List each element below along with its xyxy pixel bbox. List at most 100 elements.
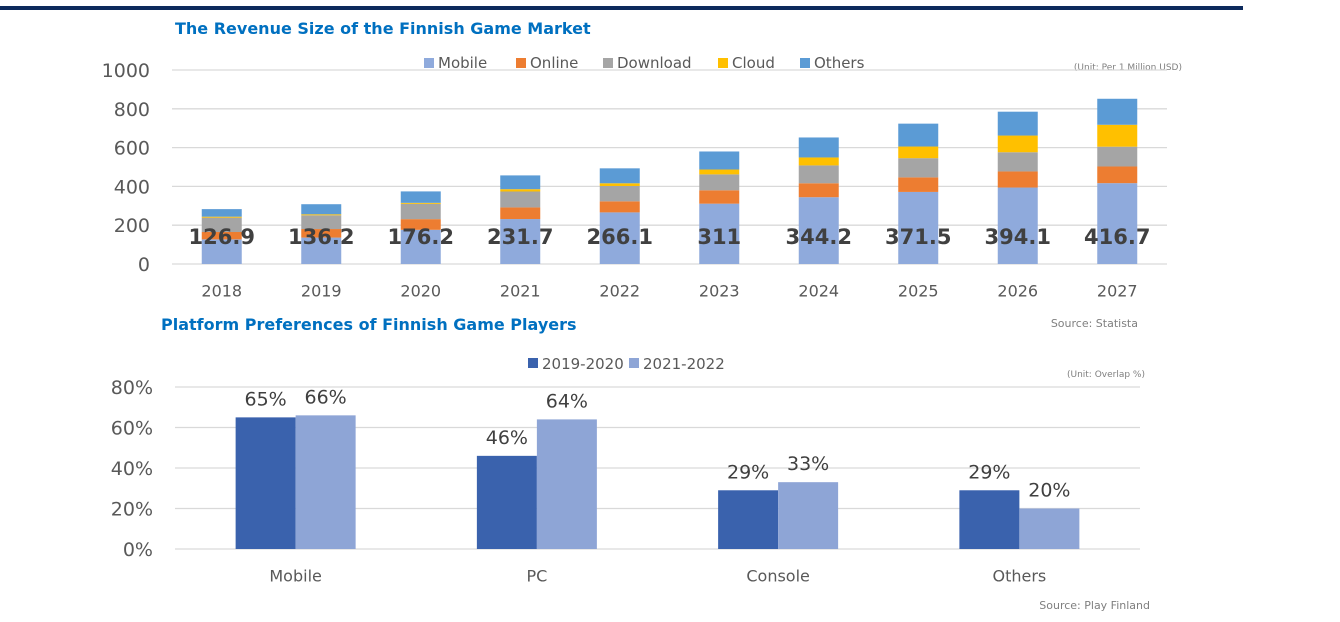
bar-segment-others bbox=[301, 204, 342, 215]
bar-segment-download bbox=[500, 191, 541, 208]
bar-segment-mobile bbox=[500, 219, 541, 264]
legend-swatch-others bbox=[800, 58, 810, 68]
x-tick-label: 2020 bbox=[400, 282, 441, 301]
y-tick-label: 400 bbox=[114, 176, 150, 198]
x-tick-label: 2027 bbox=[1097, 282, 1138, 301]
x-tick-label: PC bbox=[526, 567, 547, 586]
bar-2021-2022 bbox=[778, 482, 839, 549]
data-label: 33% bbox=[787, 453, 829, 475]
y-tick-label: 1000 bbox=[102, 60, 150, 82]
legend-label: Download bbox=[617, 54, 692, 72]
bar-segment-others bbox=[599, 168, 640, 184]
legend-label: 2019-2020 bbox=[542, 355, 624, 373]
legend-swatch-mobile bbox=[424, 58, 434, 68]
bar-segment-online bbox=[1097, 166, 1138, 184]
bar-segment-online bbox=[599, 201, 640, 213]
bar-segment-download bbox=[798, 165, 839, 184]
bar-segment-online bbox=[898, 177, 939, 192]
bar-segment-others bbox=[400, 191, 441, 203]
platform-source: Source: Play Finland bbox=[1039, 599, 1150, 612]
data-label: 29% bbox=[968, 461, 1010, 483]
revenue-unit-note: (Unit: Per 1 Million USD) bbox=[1074, 63, 1182, 73]
y-tick-label: 80% bbox=[111, 377, 153, 399]
bar-2021-2022 bbox=[1019, 508, 1080, 549]
bar-segment-cloud bbox=[1097, 124, 1138, 147]
bar-segment-others bbox=[997, 111, 1038, 136]
bar-segment-others bbox=[898, 123, 939, 147]
bar-segment-mobile bbox=[898, 191, 939, 264]
legend-label: Mobile bbox=[438, 54, 487, 72]
bar-segment-download bbox=[400, 203, 441, 220]
bar-2019-2020 bbox=[235, 417, 296, 549]
bar-segment-download bbox=[599, 185, 640, 202]
legend-label: Cloud bbox=[732, 54, 775, 72]
legend-swatch-online bbox=[516, 58, 526, 68]
data-label: 416.7 bbox=[1084, 225, 1150, 249]
bar-segment-online bbox=[301, 229, 342, 238]
bar-2021-2022 bbox=[536, 419, 597, 549]
bar-segment-mobile bbox=[599, 212, 640, 264]
platform-grouped-bar-chart: 0% 20% 40% 60% 80% 65% 66% Mobile 46% 64% PC 29% 33%… bbox=[111, 355, 1140, 586]
data-label: 64% bbox=[546, 390, 588, 412]
x-tick-label: 2019 bbox=[301, 282, 342, 301]
legend-swatch bbox=[629, 358, 639, 368]
bar-segment-others bbox=[699, 151, 740, 170]
x-tick-label: 2024 bbox=[798, 282, 839, 301]
bar-segment-cloud bbox=[997, 135, 1038, 153]
data-label: 394.1 bbox=[985, 225, 1051, 249]
data-label: 344.2 bbox=[786, 225, 852, 249]
bar-segment-mobile bbox=[301, 237, 342, 264]
data-label: 29% bbox=[727, 461, 769, 483]
bar-segment-cloud bbox=[798, 157, 839, 166]
bar-segment-cloud bbox=[898, 146, 939, 159]
data-label: 20% bbox=[1028, 480, 1070, 502]
bar-segment-cloud bbox=[400, 202, 441, 204]
bar-2019-2020 bbox=[476, 455, 537, 549]
platform-unit-note: (Unit: Overlap %) bbox=[1067, 370, 1145, 380]
y-tick-label: 60% bbox=[111, 418, 153, 440]
data-label: 66% bbox=[305, 386, 347, 408]
bar-segment-others bbox=[1097, 98, 1138, 125]
x-tick-label: 2021 bbox=[500, 282, 541, 301]
x-tick-label: 2026 bbox=[997, 282, 1038, 301]
revenue-stacked-bar-chart: 0 200 400 600 800 1000 2018 126.9 2019 136.2 2020 1… bbox=[102, 54, 1167, 301]
x-tick-label: 2022 bbox=[599, 282, 640, 301]
revenue-source: Source: Statista bbox=[1051, 317, 1138, 330]
data-label: 136.2 bbox=[288, 225, 354, 249]
bar-segment-online bbox=[201, 232, 242, 240]
legend-label: 2021-2022 bbox=[643, 355, 725, 373]
bar-segment-others bbox=[798, 137, 839, 158]
bar-segment-mobile bbox=[997, 187, 1038, 264]
x-tick-label: Mobile bbox=[269, 567, 321, 586]
bar-segment-download bbox=[1097, 146, 1138, 167]
bar-segment-cloud bbox=[500, 189, 541, 192]
data-label: 46% bbox=[486, 427, 528, 449]
legend-swatch bbox=[528, 358, 538, 368]
y-tick-label: 600 bbox=[114, 138, 150, 160]
data-label: 311 bbox=[697, 225, 741, 249]
bar-segment-online bbox=[500, 207, 541, 220]
platform-chart-title: Platform Preferences of Finnish Game Pla… bbox=[161, 315, 577, 334]
bar-segment-cloud bbox=[599, 183, 640, 186]
bar-segment-download bbox=[699, 174, 740, 191]
bar-2021-2022 bbox=[295, 415, 356, 549]
y-tick-label: 800 bbox=[114, 99, 150, 121]
legend-label: Others bbox=[814, 54, 865, 72]
y-tick-label: 20% bbox=[111, 499, 153, 521]
data-label: 371.5 bbox=[885, 225, 951, 249]
x-tick-label: Others bbox=[992, 567, 1046, 586]
bar-segment-online bbox=[400, 219, 441, 230]
y-tick-label: 0% bbox=[123, 539, 153, 561]
y-tick-label: 0 bbox=[138, 254, 150, 276]
bar-segment-online bbox=[699, 190, 740, 204]
legend-swatch-cloud bbox=[718, 58, 728, 68]
data-label: 126.9 bbox=[189, 225, 255, 249]
y-tick-label: 40% bbox=[111, 458, 153, 480]
bar-segment-download bbox=[898, 158, 939, 178]
data-label: 65% bbox=[245, 388, 287, 410]
bar-segment-others bbox=[500, 175, 541, 190]
bar-segment-mobile bbox=[699, 203, 740, 264]
y-tick-label: 200 bbox=[114, 215, 150, 237]
bar-segment-download bbox=[301, 215, 342, 230]
legend-label: Online bbox=[530, 54, 578, 72]
